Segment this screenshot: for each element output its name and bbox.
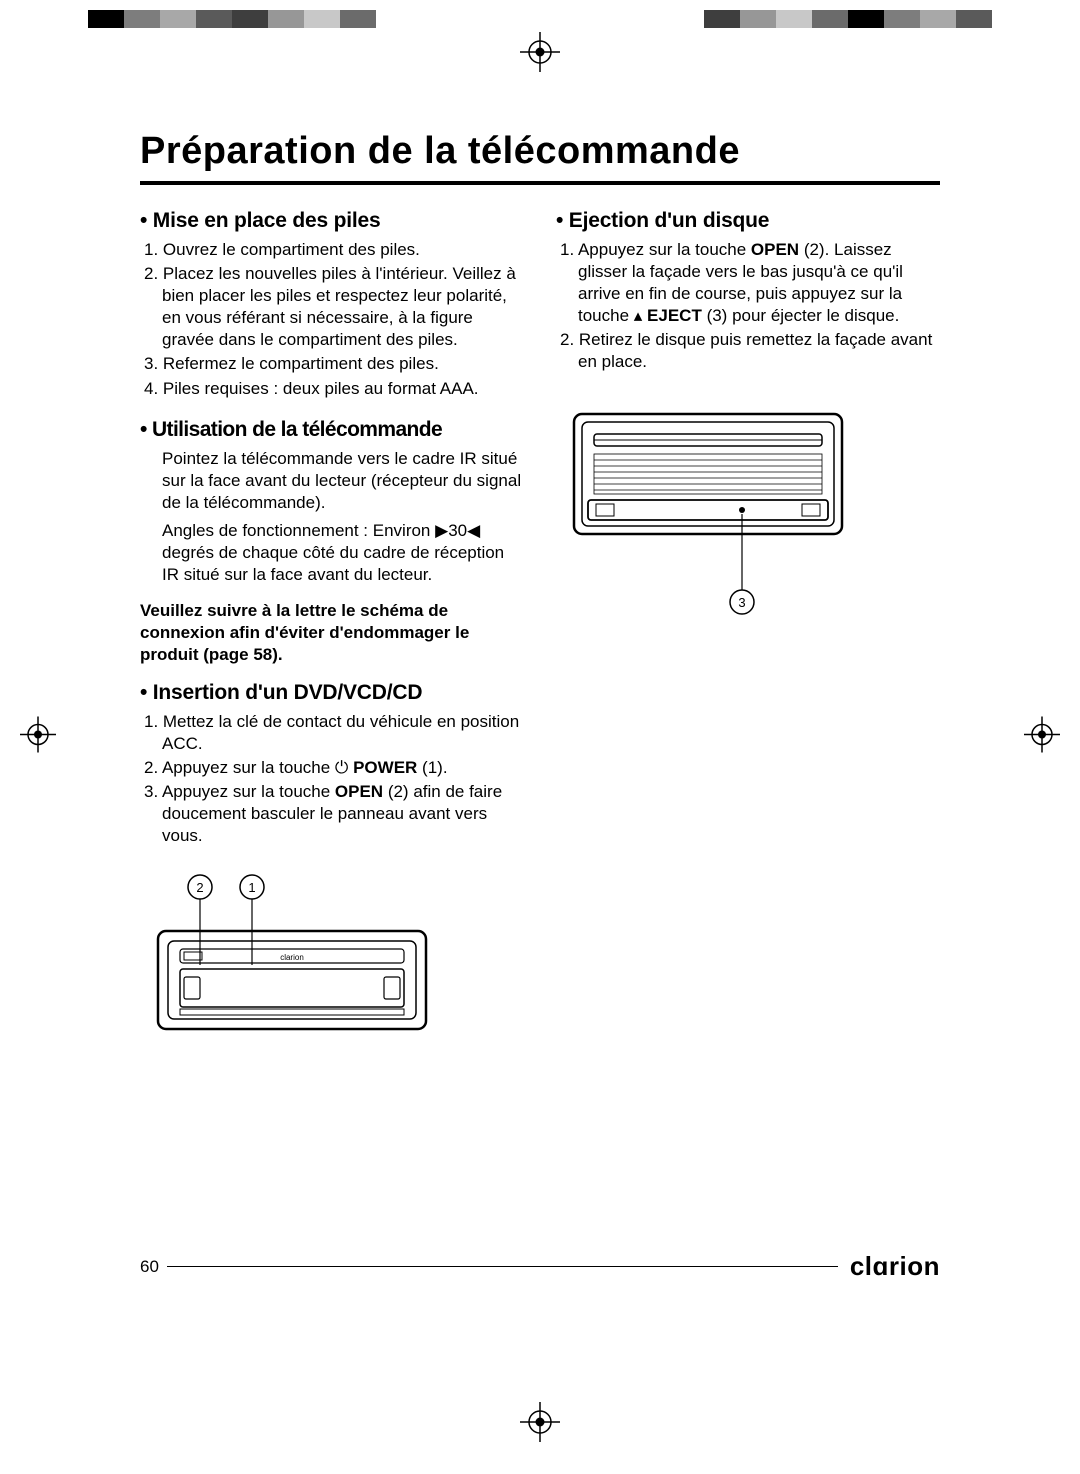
side-registration-left: [20, 717, 56, 758]
insert-disc-steps: 1. Mettez la clé de contact du véhicule …: [140, 711, 524, 848]
remote-use-p1: Pointez la télécommande vers le cadre IR…: [140, 448, 524, 514]
page-footer: 60 clɑrion: [140, 1251, 940, 1282]
list-item: 3. Appuyez sur la touche OPEN (2) afin d…: [144, 781, 524, 847]
left-column: • Mise en place des piles 1. Ouvrez le c…: [140, 203, 524, 1054]
list-item: 4. Piles requises : deux piles au format…: [144, 378, 524, 400]
list-item: 1. Mettez la clé de contact du véhicule …: [144, 711, 524, 755]
schema-warning: Veuillez suivre à la lettre le schéma de…: [140, 600, 524, 666]
section-head-insert-disc: • Insertion d'un DVD/VCD/CD: [140, 681, 524, 705]
list-item: 3. Refermez le compartiment des piles.: [144, 353, 524, 375]
colorbar-right: [704, 10, 992, 28]
eject-disc-steps: 1. Appuyez sur la touche OPEN (2). Laiss…: [556, 239, 940, 374]
page-title: Préparation de la télécommande: [140, 130, 940, 173]
section-head-batteries: • Mise en place des piles: [140, 209, 524, 233]
angle-symbol: ▶30◀: [435, 521, 480, 540]
front-panel-diagram: 2 1 clarion: [140, 869, 524, 1054]
registration-mark-bottom: [520, 1402, 560, 1442]
side-registration-right: [1024, 717, 1060, 758]
page-number: 60: [140, 1257, 159, 1277]
title-rule: [140, 181, 940, 185]
diagram-logo: clarion: [280, 953, 304, 962]
callout-3: 3: [738, 595, 745, 610]
list-item: 1. Ouvrez le compartiment des piles.: [144, 239, 524, 261]
footer-rule: [167, 1266, 838, 1267]
callout-1: 1: [248, 880, 255, 895]
eject-panel-diagram: 3: [556, 400, 940, 645]
list-item: 2. Placez les nouvelles piles à l'intéri…: [144, 263, 524, 351]
battery-steps: 1. Ouvrez le compartiment des piles. 2. …: [140, 239, 524, 400]
brand-logo: clɑrion: [850, 1251, 940, 1282]
list-item: 2. Appuyez sur la touche ⏻ POWER (1).: [144, 757, 524, 779]
colorbar-left: [88, 10, 376, 28]
right-column: • Ejection d'un disque 1. Appuyez sur la…: [556, 203, 940, 1054]
section-head-remote-use: • Utilisation de la télécommande: [140, 418, 524, 442]
text-run: Angles de fonctionnement : Environ: [162, 521, 435, 540]
list-item: 2. Retirez le disque puis remettez la fa…: [560, 329, 940, 373]
list-item: 1. Appuyez sur la touche OPEN (2). Laiss…: [560, 239, 940, 327]
two-column-layout: • Mise en place des piles 1. Ouvrez le c…: [140, 203, 940, 1054]
page-content: Préparation de la télécommande • Mise en…: [140, 130, 940, 1054]
section-head-eject: • Ejection d'un disque: [556, 209, 940, 233]
remote-use-p2: Angles de fonctionnement : Environ ▶30◀ …: [140, 520, 524, 586]
callout-2: 2: [196, 880, 203, 895]
registration-mark-top: [520, 32, 560, 72]
text-run: degrés de chaque côté du cadre de récept…: [162, 543, 504, 584]
